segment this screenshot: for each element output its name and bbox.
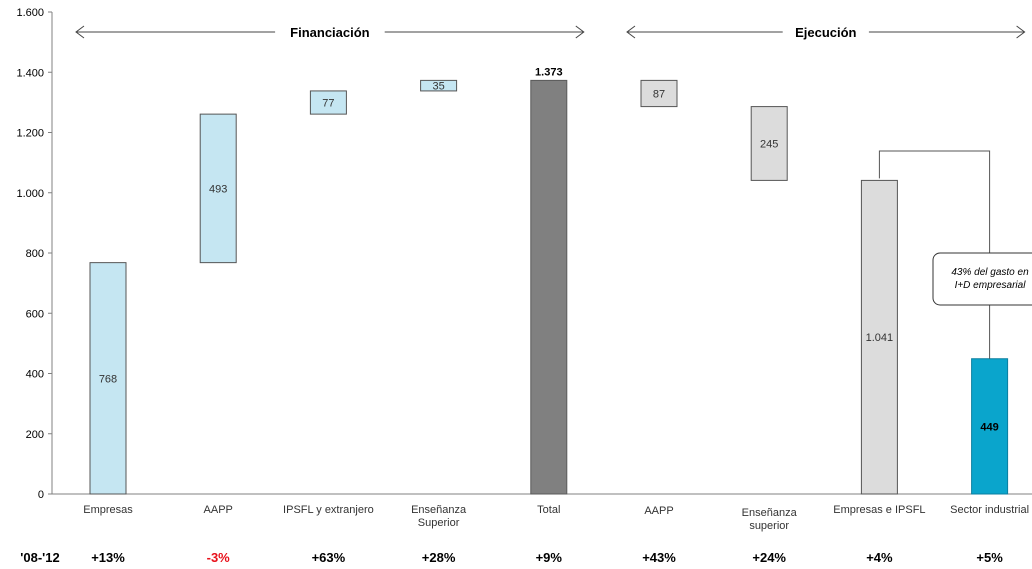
x-tick-label: Enseñanza	[742, 507, 798, 519]
bar	[530, 79, 568, 495]
annotation-bracket	[878, 150, 991, 253]
y-tick-label: 1.000	[16, 188, 44, 200]
x-tick-label: Total	[537, 504, 560, 516]
y-tick-label: 200	[26, 429, 44, 441]
growth-value: +5%	[976, 550, 1003, 565]
bar	[199, 113, 237, 264]
x-tick-label: Superior	[418, 517, 460, 529]
growth-value: +63%	[312, 550, 346, 565]
y-tick-label: 0	[38, 489, 44, 501]
x-tick-label: IPSFL y extranjero	[283, 504, 374, 516]
x-tick-label: AAPP	[644, 505, 673, 517]
growth-row: '08-'12 +13% -3% +63% +28% +9% +43% +24% +4% +5%	[20, 550, 1003, 565]
growth-value: +13%	[91, 550, 125, 565]
x-tick-label: Enseñanza	[411, 504, 467, 516]
x-tick-label: AAPP	[204, 504, 233, 516]
group-arrow-head-right	[1016, 25, 1026, 39]
annotation: 43% del gasto en I+D empresarial	[878, 150, 1032, 359]
bar	[420, 79, 458, 92]
y-tick-label: 600	[26, 308, 44, 320]
y-tick-label: 1.400	[16, 67, 44, 79]
growth-row-label: '08-'12	[20, 550, 59, 565]
bar	[640, 79, 678, 108]
bar-value-label: 449	[980, 421, 998, 433]
growth-value: +28%	[422, 550, 456, 565]
y-tick-label: 1.200	[16, 128, 44, 140]
x-tick-label: Empresas e IPSFL	[833, 504, 925, 516]
chart-bars: 768 493 77 35 1.373 87 245 1.041 449	[89, 66, 1009, 495]
growth-value: +43%	[642, 550, 676, 565]
chart-axes: 0 200 400 600 800 1.000 1.200 1.400 1.600	[16, 7, 1032, 501]
bar-value-label: 1.041	[866, 332, 894, 344]
bar	[750, 106, 788, 181]
group-arrow-head-left	[626, 25, 636, 39]
group-label-1: Ejecución	[795, 25, 856, 40]
group-arrow-head-left	[75, 25, 85, 39]
group-brackets: Financiación Ejecución	[75, 25, 1026, 40]
bar-value-label: 768	[99, 373, 117, 385]
bar	[860, 179, 898, 495]
y-tick-label: 1.600	[16, 7, 44, 19]
x-tick-label: Sector industrial	[950, 504, 1029, 516]
annotation-text: 43% del gasto en	[951, 267, 1029, 278]
x-tick-label: superior	[749, 520, 789, 532]
bar-value-label: 35	[432, 81, 444, 93]
category-labels: Empresas AAPP IPSFL y extranjero EnseñanzaS…	[83, 504, 1029, 532]
bar-value-label: 493	[209, 183, 227, 195]
growth-value: -3%	[207, 550, 231, 565]
bar-value-label: 77	[322, 98, 334, 110]
group-label-0: Financiación	[290, 25, 370, 40]
bar-value-label: 1.373	[535, 66, 563, 78]
annotation-text: I+D empresarial	[955, 280, 1027, 291]
bar-value-label: 245	[760, 138, 778, 150]
y-tick-label: 800	[26, 248, 44, 260]
bar	[89, 262, 127, 495]
growth-value: +4%	[866, 550, 893, 565]
bar-value-label: 87	[653, 88, 665, 100]
growth-value: +9%	[536, 550, 563, 565]
bar	[309, 90, 347, 115]
group-arrow-head-right	[575, 25, 585, 39]
x-tick-label: Empresas	[83, 504, 133, 516]
y-tick-label: 400	[26, 369, 44, 381]
growth-value: +24%	[752, 550, 786, 565]
annotation-box	[932, 252, 1032, 306]
bar	[971, 358, 1009, 495]
